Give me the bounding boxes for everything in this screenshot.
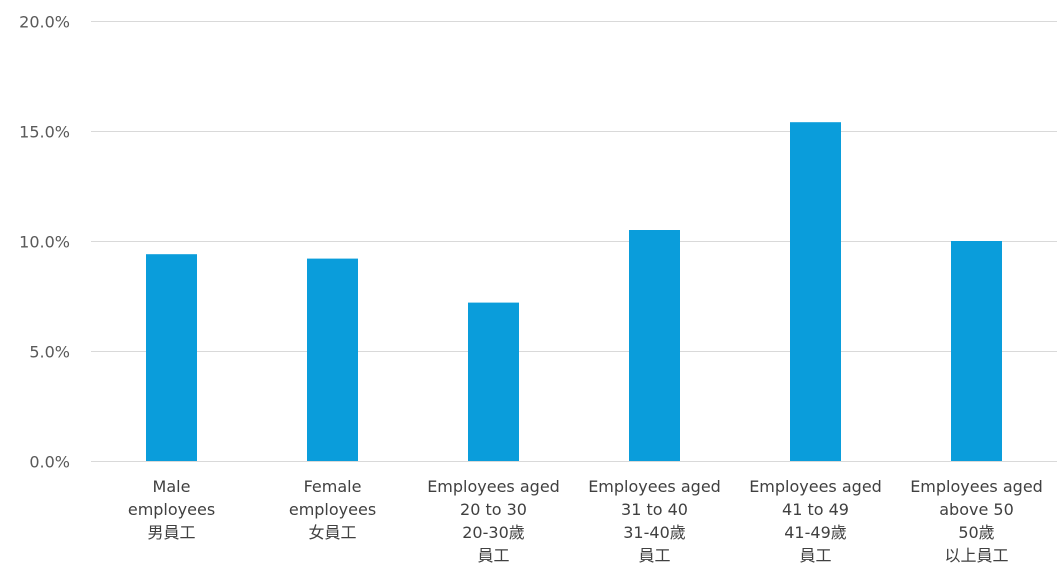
x-category-label-line: Male xyxy=(153,477,191,496)
bar xyxy=(790,122,841,461)
x-category-label-line: 20-30歲 xyxy=(462,523,525,542)
y-tick-label: 20.0% xyxy=(19,13,70,32)
bars xyxy=(146,122,1002,461)
x-category-label: Employees aged 41 to 49 41-49歲員工 xyxy=(749,477,882,565)
x-category-label-line: 男員工 xyxy=(147,523,195,542)
y-axis-tick-labels: 0.0% 5.0% 10.0% 15.0% 20.0% xyxy=(19,13,70,472)
x-category-label-line: Female xyxy=(304,477,362,496)
x-category-label-line: above 50 xyxy=(939,500,1014,519)
x-category-label: Employees aged 20 to 30 20-30歲員工 xyxy=(427,477,560,565)
x-category-label-line: 41 to 49 xyxy=(782,500,849,519)
bar xyxy=(468,302,519,461)
y-tick-label: 15.0% xyxy=(19,123,70,142)
y-tick-label: 10.0% xyxy=(19,233,70,252)
x-category-label-line: 員工 xyxy=(477,546,509,565)
x-category-label-line: 女員工 xyxy=(308,523,356,542)
bar xyxy=(146,254,197,461)
x-category-label: Male employees 男員工 xyxy=(128,477,215,542)
bar xyxy=(629,230,680,461)
x-category-label-line: 員工 xyxy=(799,546,831,565)
x-category-label-line: 以上員工 xyxy=(944,546,1008,565)
y-tick-label: 0.0% xyxy=(29,453,70,472)
gridlines xyxy=(91,21,1057,462)
x-category-label-line: Employees aged xyxy=(910,477,1043,496)
x-category-label-line: Employees aged xyxy=(588,477,721,496)
y-tick-label: 5.0% xyxy=(29,343,70,362)
bar xyxy=(951,241,1002,461)
x-category-label-line: 31-40歲 xyxy=(623,523,686,542)
x-category-label: Female employees 女員工 xyxy=(289,477,376,542)
x-category-label-line: 員工 xyxy=(638,546,670,565)
x-category-label-line: employees xyxy=(289,500,376,519)
x-category-label-line: 50歲 xyxy=(958,523,994,542)
x-category-label-line: Employees aged xyxy=(427,477,560,496)
x-category-label-line: Employees aged xyxy=(749,477,882,496)
x-category-label-line: 20 to 30 xyxy=(460,500,527,519)
x-category-label: Employees aged above 50 50歲以上員工 xyxy=(910,477,1043,565)
x-category-label-line: 41-49歲 xyxy=(784,523,847,542)
x-axis-category-labels: Male employees 男員工 Female employees 女員工 Employ… xyxy=(128,477,1043,565)
x-category-label-line: 31 to 40 xyxy=(621,500,688,519)
x-category-label: Employees aged 31 to 40 31-40歲員工 xyxy=(588,477,721,565)
x-category-label-line: employees xyxy=(128,500,215,519)
bar xyxy=(307,258,358,461)
